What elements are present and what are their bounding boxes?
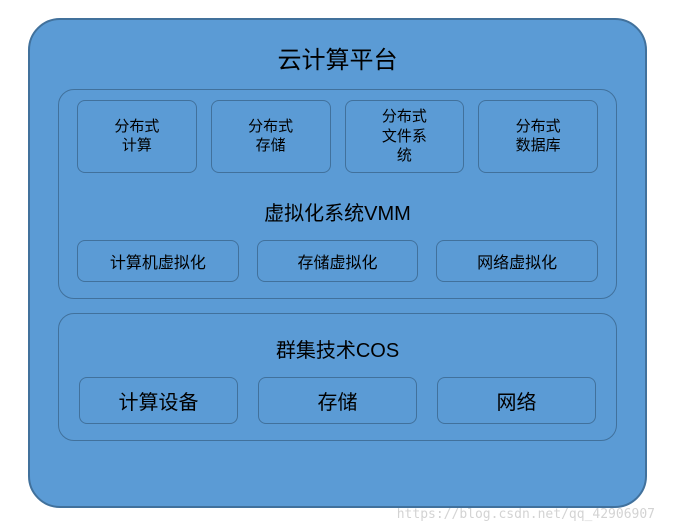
platform-title: 云计算平台 — [58, 32, 617, 89]
distributed-row: 分布式计算 分布式存储 分布式文件系统 分布式数据库 — [73, 100, 602, 173]
vmm-title: 虚拟化系统VMM — [73, 187, 602, 240]
cos-section: 群集技术COS 计算设备 存储 网络 — [58, 313, 617, 441]
vmm-section: 分布式计算 分布式存储 分布式文件系统 分布式数据库 虚拟化系统VMM 计算机虚… — [58, 89, 617, 299]
storage-box: 存储 — [258, 377, 417, 424]
cos-title: 群集技术COS — [73, 324, 602, 377]
cloud-platform-container: 云计算平台 分布式计算 分布式存储 分布式文件系统 分布式数据库 虚拟化系统VM… — [28, 18, 647, 508]
distributed-fs-box: 分布式文件系统 — [345, 100, 465, 173]
compute-virt-box: 计算机虚拟化 — [77, 240, 239, 282]
compute-device-box: 计算设备 — [79, 377, 238, 424]
cos-row: 计算设备 存储 网络 — [73, 377, 602, 424]
storage-virt-box: 存储虚拟化 — [257, 240, 419, 282]
distributed-compute-box: 分布式计算 — [77, 100, 197, 173]
watermark-text: https://blog.csdn.net/qq_42906907 — [397, 507, 655, 522]
distributed-storage-box: 分布式存储 — [211, 100, 331, 173]
distributed-db-box: 分布式数据库 — [478, 100, 598, 173]
virtualization-row: 计算机虚拟化 存储虚拟化 网络虚拟化 — [73, 240, 602, 282]
network-virt-box: 网络虚拟化 — [436, 240, 598, 282]
network-box: 网络 — [437, 377, 596, 424]
